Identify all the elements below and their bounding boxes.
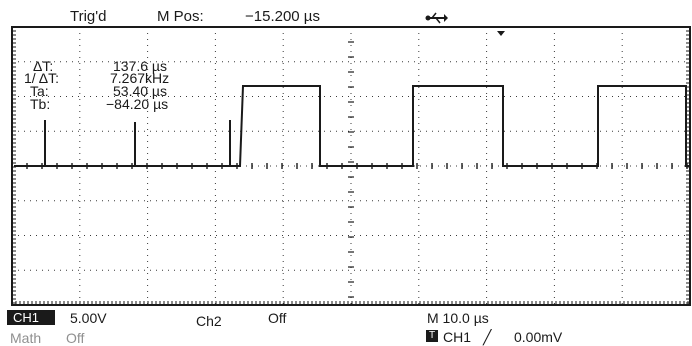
ch1-badge-label: CH1 (13, 310, 40, 325)
trigger-source-icon: T (426, 330, 438, 342)
timebase: M 10.0 µs (427, 310, 489, 326)
ch1-badge[interactable]: CH1 (7, 310, 55, 325)
tb-label: Tb: (30, 96, 51, 112)
math-label: Math (10, 330, 42, 346)
ta-value: 53.40 µs (113, 83, 167, 99)
inv-delta-t-label: 1/ ΔT: (24, 70, 60, 86)
tb-value: −84.20 µs (106, 96, 169, 112)
delta-t-label: ΔT: (33, 58, 54, 74)
inv-delta-t-value: 7.267kHz (110, 70, 170, 86)
ch1-waveform (14, 85, 689, 167)
graticule (11, 26, 691, 306)
delta-t-value: 137.6 µs (113, 58, 167, 74)
ta-label: Ta: (30, 83, 49, 99)
rising-edge-icon: ╱ (483, 329, 492, 345)
trigger-source: CH1 (443, 329, 472, 345)
math-state: Off (66, 330, 85, 346)
trigger-position-icon (497, 31, 505, 36)
trigger-status: Trig'd (70, 8, 107, 25)
ch1-scale: 5.00V (70, 310, 107, 326)
usb-icon (425, 12, 448, 24)
ch2-state: Off (268, 310, 287, 326)
ch2-label: Ch2 (196, 313, 222, 329)
mpos-value: −15.200 µs (245, 8, 320, 25)
trigger-level: 0.00mV (514, 329, 563, 345)
mpos-label: M Pos: (157, 8, 204, 25)
